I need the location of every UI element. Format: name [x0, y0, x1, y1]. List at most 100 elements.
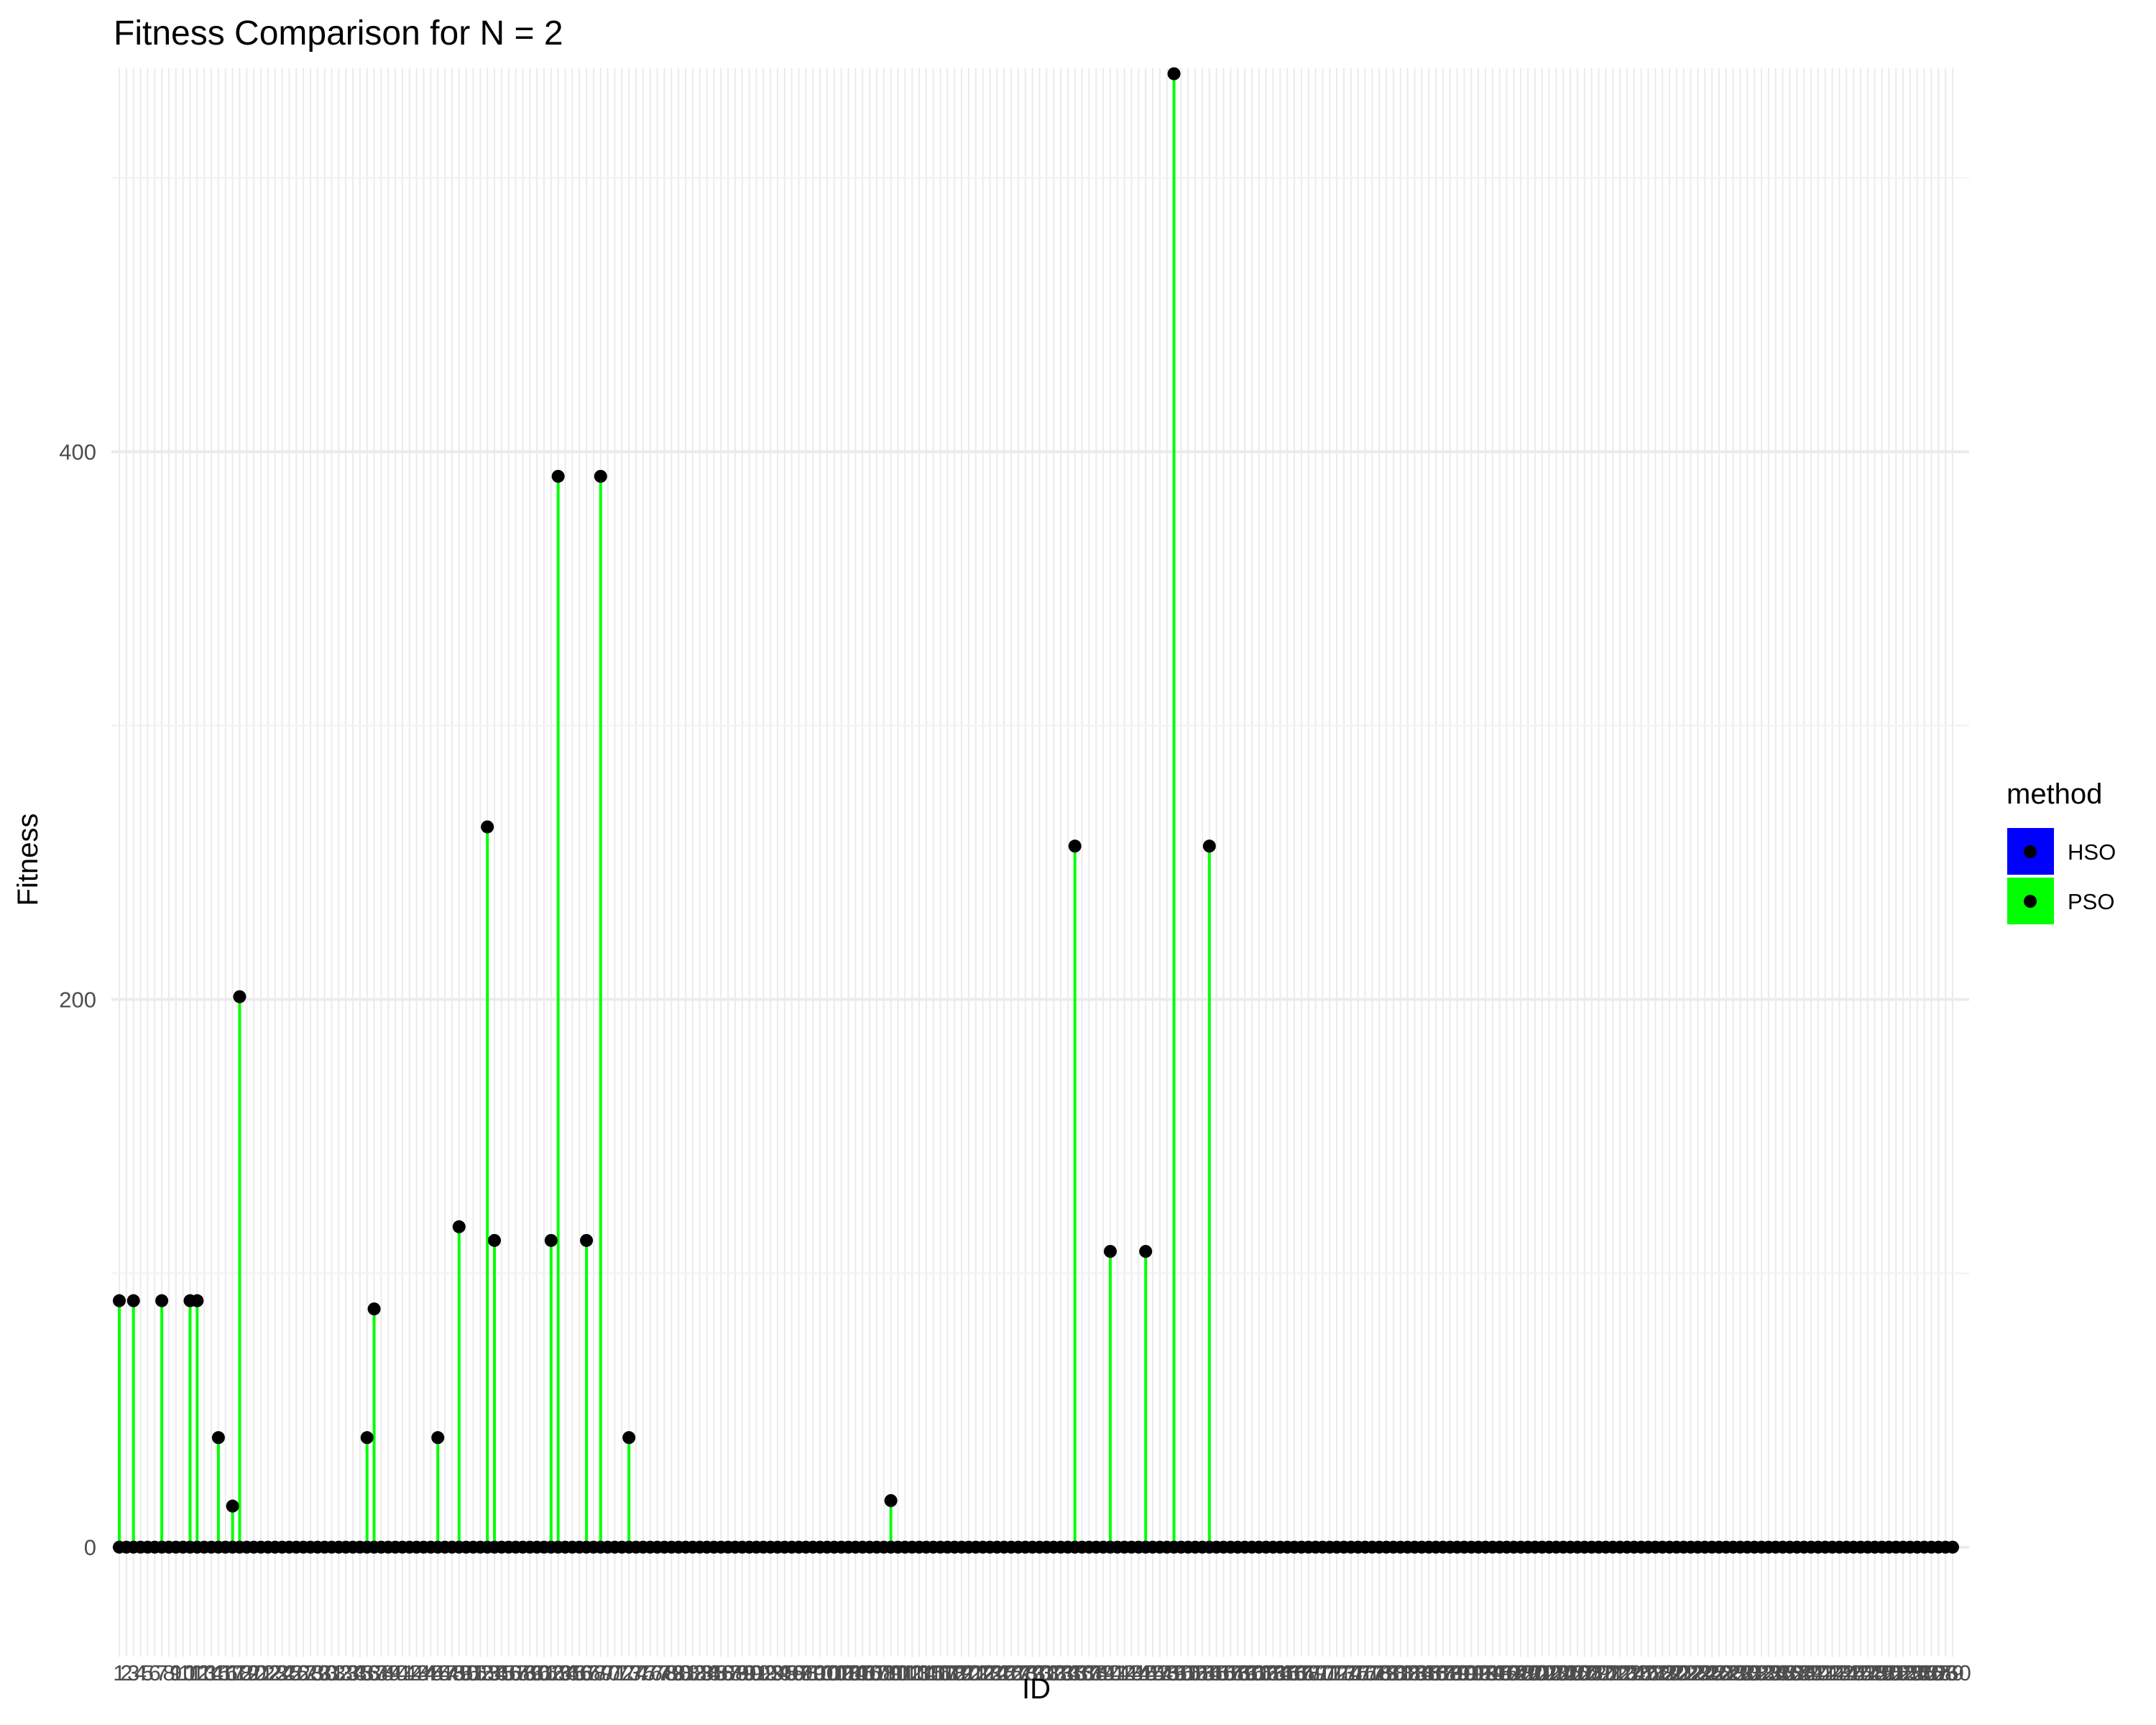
x-tick-label: 173	[1318, 1660, 1355, 1685]
x-tick-label: 17	[220, 1660, 244, 1685]
x-tick-label: 167	[1276, 1660, 1313, 1685]
x-tick-label: 40	[383, 1660, 407, 1685]
x-tick-label: 7	[155, 1660, 167, 1685]
x-tick-label: 136	[1056, 1660, 1094, 1685]
x-tick-label: 137	[1064, 1660, 1101, 1685]
x-tick-label: 216	[1623, 1660, 1660, 1685]
x-tick-label: 70	[595, 1660, 619, 1685]
x-tick-label: 259	[1927, 1660, 1964, 1685]
x-tick-label: 101	[808, 1660, 846, 1685]
x-tick-label: 42	[397, 1660, 422, 1685]
x-tick-label: 133	[1035, 1660, 1072, 1685]
x-tick-label: 6	[149, 1660, 161, 1685]
x-tick-label: 92	[751, 1660, 775, 1685]
x-tick-label: 96	[779, 1660, 803, 1685]
x-tick-label: 236	[1764, 1660, 1802, 1685]
x-tick-label: 26	[284, 1660, 308, 1685]
x-tick-label: 33	[333, 1660, 358, 1685]
x-tick-label: 57	[503, 1660, 528, 1685]
x-tick-label: 24	[270, 1660, 294, 1685]
x-tick-label: 151	[1163, 1660, 1200, 1685]
x-tick-label: 138	[1071, 1660, 1108, 1685]
x-tick-label: 25	[277, 1660, 301, 1685]
x-tick-label: 213	[1601, 1660, 1639, 1685]
x-tick-label: 161	[1233, 1660, 1271, 1685]
chart-title: Fitness Comparison for N = 2	[114, 14, 563, 52]
x-tick-label: 141	[1092, 1660, 1129, 1685]
x-tick-label: 23	[262, 1660, 287, 1685]
x-axis-title: ID	[1022, 1673, 1051, 1705]
x-tick-label: 28	[298, 1660, 323, 1685]
x-tick-label: 246	[1835, 1660, 1872, 1685]
x-tick-label: 204	[1538, 1660, 1575, 1685]
x-tick-label: 79	[659, 1660, 683, 1685]
data-point	[1167, 67, 1181, 80]
x-tick-label: 134	[1042, 1660, 1079, 1685]
x-tick-label: 29	[305, 1660, 330, 1685]
x-tick-label: 88	[723, 1660, 747, 1685]
x-tick-label: 157	[1205, 1660, 1243, 1685]
data-point	[1103, 1245, 1117, 1259]
x-tick-label: 140	[1084, 1660, 1122, 1685]
x-tick-label: 150	[1156, 1660, 1193, 1685]
x-tick-label: 210	[1580, 1660, 1618, 1685]
data-point	[452, 1220, 466, 1233]
x-tick-label: 65	[560, 1660, 584, 1685]
x-tick-label: 196	[1481, 1660, 1519, 1685]
x-tick-label: 223	[1672, 1660, 1710, 1685]
x-tick-label: 90	[737, 1660, 761, 1685]
x-tick-label: 165	[1261, 1660, 1299, 1685]
x-tick-label: 81	[673, 1660, 698, 1685]
x-tick-label: 51	[461, 1660, 485, 1685]
x-tick-label: 169	[1290, 1660, 1327, 1685]
points-layer	[113, 67, 1959, 1554]
x-tick-label: 85	[701, 1660, 726, 1685]
x-tick-label: 226	[1693, 1660, 1731, 1685]
x-tick-label: 93	[758, 1660, 783, 1685]
x-tick-label: 163	[1248, 1660, 1285, 1685]
x-tick-label: 127	[992, 1660, 1030, 1685]
data-point	[544, 1233, 558, 1247]
data-point	[155, 1294, 169, 1307]
x-tick-label: 10	[170, 1660, 195, 1685]
x-tick-label: 130	[1014, 1660, 1051, 1685]
x-tick-label: 258	[1920, 1660, 1957, 1685]
legend-key-point	[2024, 895, 2037, 908]
x-tick-label: 49	[447, 1660, 471, 1685]
x-tick-label: 153	[1176, 1660, 1214, 1685]
data-point	[884, 1494, 898, 1507]
x-tick-label: 63	[545, 1660, 570, 1685]
x-tick-label: 178	[1353, 1660, 1391, 1685]
x-tick-label: 4	[134, 1660, 147, 1685]
x-tick-label: 102	[816, 1660, 853, 1685]
x-tick-label: 154	[1184, 1660, 1221, 1685]
x-tick-label: 98	[793, 1660, 818, 1685]
y-tick-label: 400	[59, 439, 96, 464]
x-tick-label: 200	[1509, 1660, 1547, 1685]
data-point	[1068, 840, 1082, 853]
x-tick-label: 201	[1516, 1660, 1554, 1685]
x-tick-label: 152	[1169, 1660, 1207, 1685]
data-point	[1202, 840, 1216, 853]
x-tick-label: 123	[964, 1660, 1002, 1685]
data-point	[1139, 1245, 1153, 1259]
x-tick-labels: 1234567891011121314151617181920212223242…	[113, 1660, 1971, 1685]
x-tick-label: 27	[291, 1660, 315, 1685]
x-tick-label: 190	[1439, 1660, 1476, 1685]
legend: method HSO PSO	[2007, 778, 2116, 924]
x-tick-label: 117	[923, 1660, 958, 1685]
x-tick-label: 177	[1347, 1660, 1384, 1685]
x-tick-label: 106	[844, 1660, 881, 1685]
x-tick-label: 179	[1360, 1660, 1398, 1685]
x-tick-label: 129	[1007, 1660, 1044, 1685]
x-tick-label: 78	[652, 1660, 676, 1685]
x-tick-label: 202	[1524, 1660, 1561, 1685]
x-tick-label: 104	[830, 1660, 867, 1685]
x-tick-label: 254	[1892, 1660, 1929, 1685]
stems-layer	[118, 73, 1211, 1547]
data-point	[481, 820, 494, 834]
x-tick-label: 135	[1049, 1660, 1087, 1685]
x-tick-label: 160	[1226, 1660, 1263, 1685]
x-tick-label: 245	[1828, 1660, 1865, 1685]
x-tick-label: 38	[369, 1660, 393, 1685]
